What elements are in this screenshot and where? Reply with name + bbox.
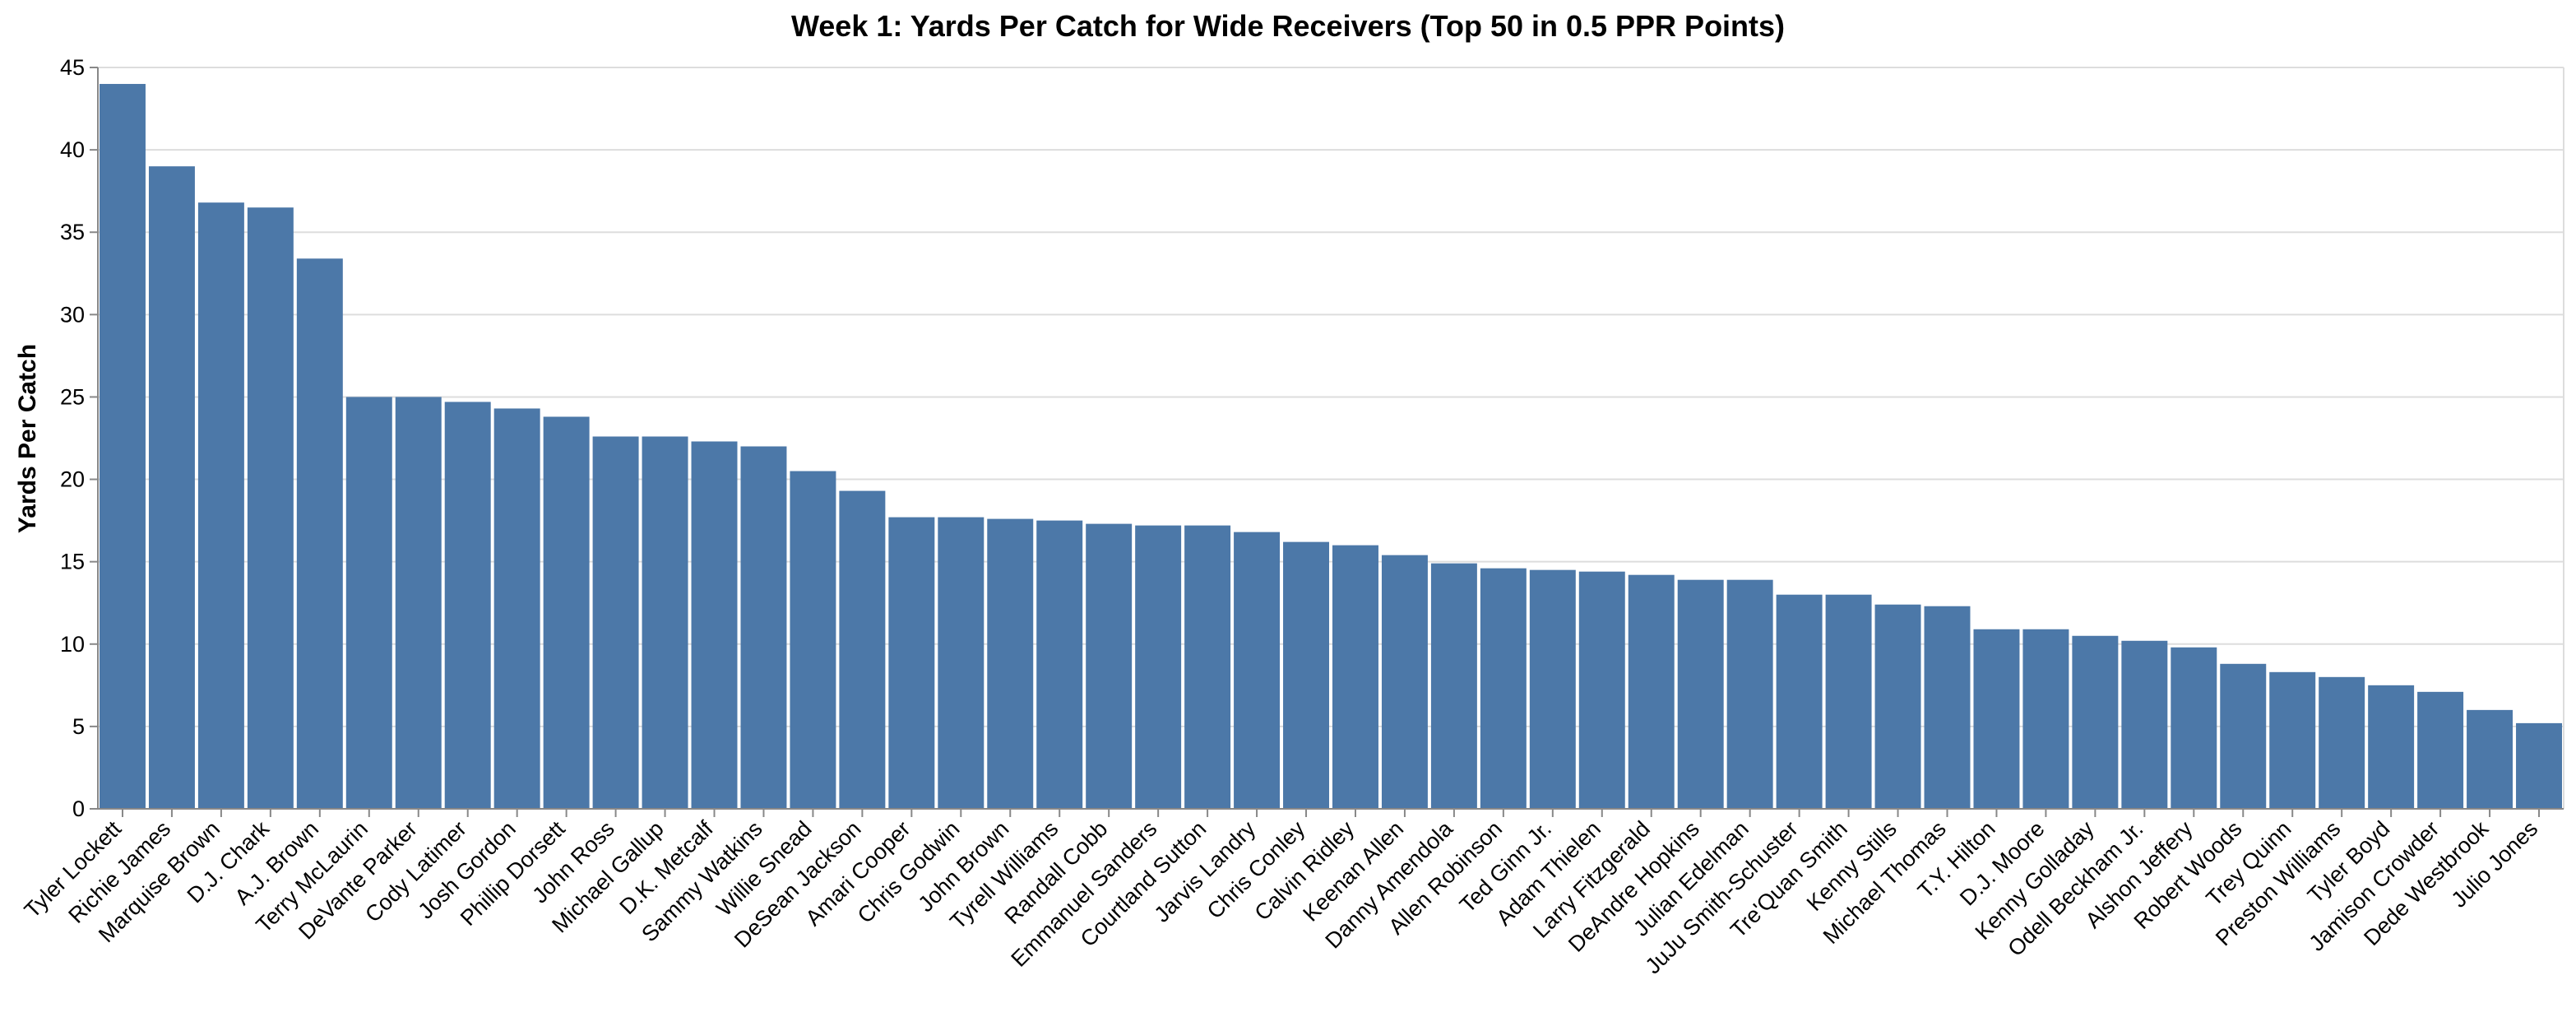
- y-tick-label: 30: [60, 302, 85, 327]
- bar: [691, 441, 738, 809]
- y-tick-label: 35: [60, 220, 85, 244]
- bar: [2417, 691, 2464, 809]
- bar: [2121, 640, 2168, 809]
- y-tick-label: 0: [72, 796, 85, 821]
- bar: [1578, 571, 1625, 809]
- bar: [100, 84, 146, 810]
- bar: [2467, 709, 2513, 809]
- bar: [1973, 629, 2020, 809]
- bar: [2269, 671, 2316, 809]
- bar: [1381, 555, 1428, 809]
- bar: [197, 202, 244, 809]
- y-tick-label: 40: [60, 137, 85, 162]
- bar: [642, 436, 688, 809]
- bar: [1677, 579, 1724, 809]
- bar: [1628, 574, 1675, 809]
- bar: [1776, 594, 1823, 809]
- bar: [1874, 604, 1921, 809]
- bar: [2368, 685, 2415, 809]
- bars: [100, 84, 2562, 810]
- bar: [1825, 594, 1872, 809]
- bar: [1529, 569, 1576, 809]
- bar: [493, 408, 540, 809]
- bar: [543, 416, 590, 809]
- bar: [1184, 525, 1231, 809]
- bar: [1480, 568, 1527, 809]
- bar: [987, 518, 1034, 809]
- y-axis-title: Yards Per Catch: [14, 344, 41, 533]
- bar: [2072, 635, 2119, 809]
- chart-title: Week 1: Yards Per Catch for Wide Receive…: [791, 9, 1785, 43]
- y-tick-label: 25: [60, 384, 85, 409]
- y-tick-label: 45: [60, 55, 85, 80]
- bar: [2516, 722, 2562, 809]
- bar: [1036, 520, 1083, 809]
- bar: [790, 471, 836, 809]
- bar: [2171, 647, 2217, 809]
- y-tick-label: 20: [60, 467, 85, 492]
- bar: [839, 490, 886, 809]
- bar: [345, 397, 392, 809]
- bar: [1135, 525, 1182, 809]
- bar: [740, 446, 787, 809]
- bar: [1726, 579, 1773, 809]
- bar: [938, 517, 985, 809]
- bar: [1924, 606, 1971, 809]
- bar: [247, 207, 294, 809]
- bar: [395, 397, 442, 809]
- bar: [592, 436, 639, 809]
- bar: [2022, 629, 2069, 809]
- bar: [2319, 676, 2365, 809]
- bar: [1430, 563, 1477, 809]
- bar: [1234, 532, 1281, 809]
- bar: [2220, 663, 2267, 809]
- y-tick-label: 5: [72, 714, 85, 739]
- bar: [1086, 523, 1133, 809]
- bar: [444, 402, 491, 809]
- bar: [296, 258, 343, 809]
- y-tick-label: 15: [60, 550, 85, 574]
- bar: [148, 166, 195, 810]
- y-tick-label: 10: [60, 632, 85, 657]
- bar: [1332, 545, 1378, 809]
- bar: [1283, 541, 1329, 809]
- bar: [888, 517, 935, 809]
